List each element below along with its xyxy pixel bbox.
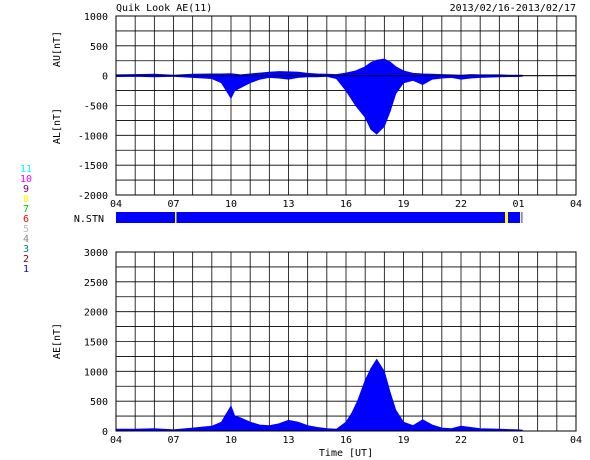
x-tick-label: 07 [167,199,179,210]
y-tick-label: -500 [84,102,108,113]
x-tick-label: 07 [167,435,179,446]
nstn-gap [520,212,522,223]
upper-marks [116,58,576,135]
station-number-8: 8 [23,194,29,205]
y-tick-label: 0 [102,72,108,83]
y-tick-label: 1000 [84,367,108,378]
figure-title: Quik Look AE(11) [116,3,212,14]
x-tick-label: 04 [570,435,582,446]
station-number-6: 6 [23,214,29,225]
station-number-9: 9 [23,184,29,195]
y-tick-label: -2000 [78,191,108,202]
x-tick-label: 04 [570,199,582,210]
ae-axis-label: AE[nT] [52,323,63,359]
lower-y-tick-labels: 3000 2500 2000 1500 1000 500 0 [84,248,108,438]
au-al-panel: 1000 500 0 -500 -1000 -1500 -2000 04 07 10 13 16 19… [52,12,582,210]
y-tick-label: 500 [90,42,108,53]
x-tick-label: 16 [340,199,352,210]
upper-y-tick-labels: 1000 500 0 -500 -1000 -1500 -2000 [78,12,108,202]
al-axis-label: AL[nT] [52,108,63,144]
y-tick-label: -1000 [78,131,108,142]
date-range: 2013/02/16-2013/02/17 [450,3,576,14]
lower-x-tick-labels: 04 07 10 13 16 19 22 01 04 [110,435,582,446]
x-tick-label: 22 [455,199,467,210]
upper-grid [115,15,577,196]
station-number-11: 11 [20,164,32,175]
au-axis-label: AU[nT] [52,31,63,67]
y-tick-label: 2000 [84,308,108,319]
y-tick-label: 3000 [84,248,108,259]
station-number-2: 2 [23,254,29,265]
y-tick-label: 0 [102,427,108,438]
x-tick-label: 01 [512,435,524,446]
nstn-gap [505,212,508,223]
upper-x-tick-labels: 04 07 10 13 16 19 22 01 04 [110,199,582,210]
x-tick-label: 13 [282,435,294,446]
x-tick-label: 10 [225,435,237,446]
y-tick-label: 1000 [84,12,108,23]
station-number-5: 5 [23,224,29,235]
nstn-bar [116,212,523,223]
y-tick-label: -1500 [78,161,108,172]
station-number-10: 10 [20,174,32,185]
x-tick-label: 19 [397,435,409,446]
lower-marks [116,358,523,431]
x-tick-label: 04 [110,199,122,210]
x-tick-label: 13 [282,199,294,210]
station-number-7: 7 [23,204,29,215]
lower-frame [115,251,577,432]
x-tick-label: 01 [512,199,524,210]
nstn-gap [175,212,177,223]
y-tick-label: 1500 [84,338,108,349]
station-number-1: 1 [23,264,29,275]
x-tick-label: 04 [110,435,122,446]
station-number-4: 4 [23,234,29,245]
x-tick-label: 16 [340,435,352,446]
station-count-bar: N.STN [74,212,523,225]
x-tick-label: 22 [455,435,467,446]
x-axis-label: Time [UT] [319,448,373,459]
station-number-3: 3 [23,244,29,255]
y-tick-label: 2500 [84,278,108,289]
x-tick-label: 10 [225,199,237,210]
nstn-label: N.STN [74,214,104,225]
x-tick-label: 19 [397,199,409,210]
series-area-al [116,75,523,135]
y-tick-label: 500 [90,397,108,408]
upper-frame [115,15,577,196]
lower-grid [115,251,577,432]
